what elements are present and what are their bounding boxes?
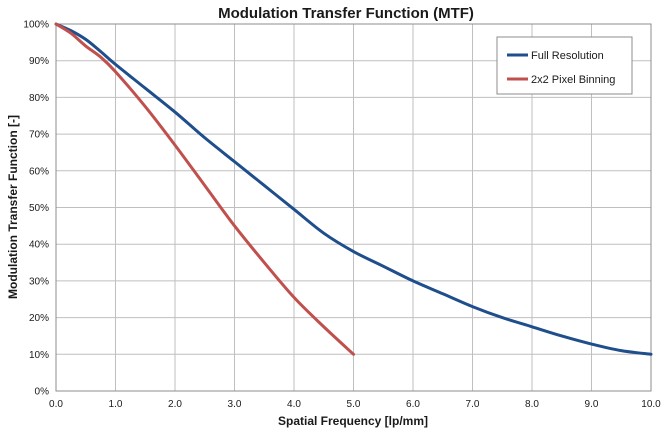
y-axis-label: Modulation Transfer Function [-] [6, 115, 20, 299]
y-tick-label: 50% [29, 203, 49, 214]
y-tick-label: 40% [29, 240, 49, 251]
x-tick-label: 10.0 [641, 399, 661, 410]
x-tick-label: 4.0 [287, 399, 301, 410]
x-tick-label: 2.0 [168, 399, 182, 410]
legend-label-full-resolution: Full Resolution [531, 50, 604, 62]
x-tick-label: 0.0 [49, 399, 63, 410]
legend-label-pixel-binning: 2x2 Pixel Binning [531, 74, 615, 86]
x-tick-label: 3.0 [228, 399, 242, 410]
x-tick-label: 8.0 [525, 399, 539, 410]
y-tick-label: 80% [29, 93, 49, 104]
x-tick-label: 1.0 [109, 399, 123, 410]
series-line-full-resolution [54, 22, 653, 356]
x-tick-label: 9.0 [585, 399, 599, 410]
y-tick-label: 20% [29, 313, 49, 324]
series-line-pixel-binning [54, 22, 355, 356]
series-lines [54, 22, 653, 356]
legend: Full Resolution 2x2 Pixel Binning [496, 36, 633, 95]
tick-labels: 0.0 1.0 2.0 3.0 4.0 5.0 6.0 7.0 8.0 9.0 10.0 0% 10% 2… [23, 20, 661, 411]
chart-title: Modulation Transfer Function (MTF) [218, 5, 474, 22]
x-axis-label: Spatial Frequency [lp/mm] [278, 414, 428, 428]
plot-area-border [55, 23, 652, 392]
y-tick-label: 10% [29, 350, 49, 361]
x-tick-label: 7.0 [466, 399, 480, 410]
y-tick-label: 30% [29, 276, 49, 287]
y-tick-label: 100% [23, 20, 49, 31]
y-tick-label: 90% [29, 56, 49, 67]
legend-box [496, 36, 633, 95]
x-tick-label: 5.0 [347, 399, 361, 410]
y-tick-label: 0% [35, 387, 50, 398]
x-tick-label: 6.0 [406, 399, 420, 410]
y-tick-label: 60% [29, 166, 49, 177]
y-tick-label: 70% [29, 130, 49, 141]
